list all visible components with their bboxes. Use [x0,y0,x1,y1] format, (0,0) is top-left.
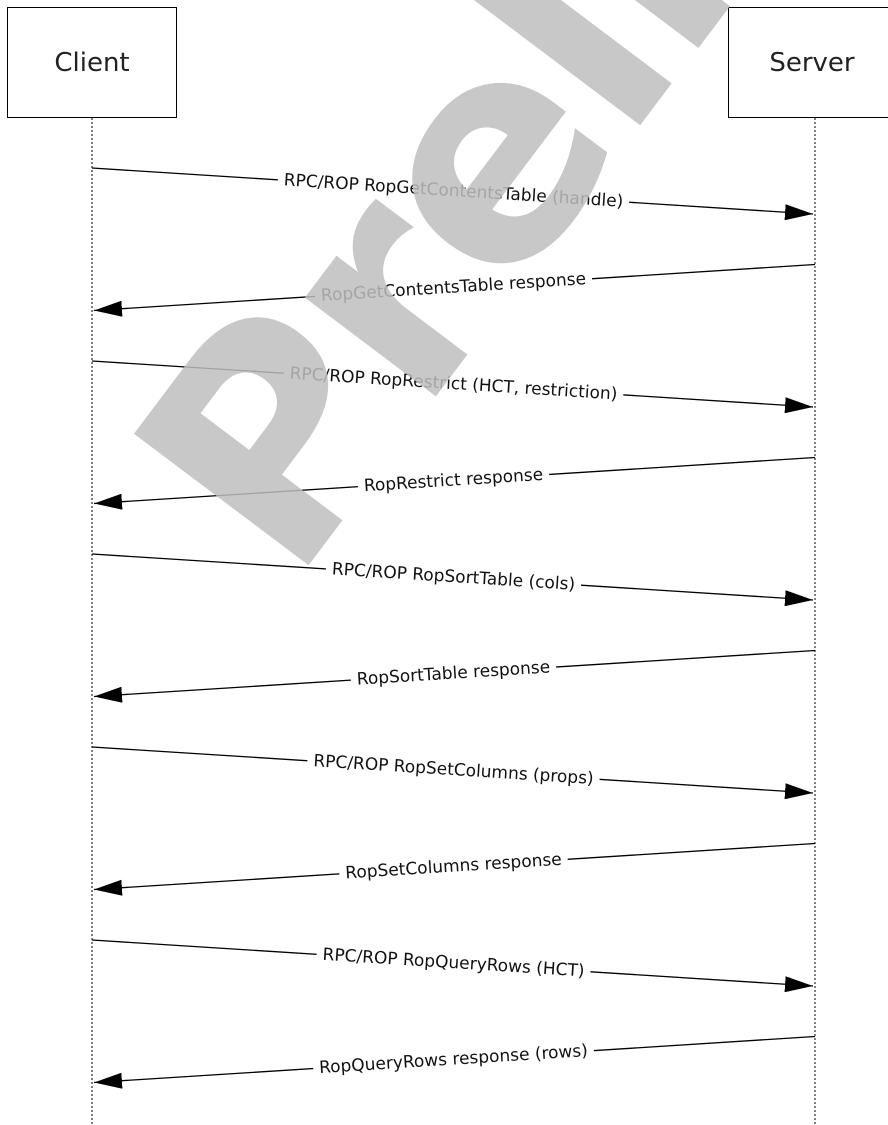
message-label-background-5 [325,556,582,598]
message-label-group-10: RopQueryRows response (rows) [312,1038,595,1081]
message-label-group-8: RopSetColumns response [338,847,569,886]
message-label-group-5: RPC/ROP RopSortTable (cols) [325,556,582,598]
message-label-group-4: RopRestrict response [357,462,550,499]
server-lifeline-box: Server [728,7,888,118]
message-label-3: RPC/ROP RopRestrict (HCT, restriction) [289,364,618,405]
client-label: Client [54,47,130,78]
message-label-background-1 [277,167,630,215]
message-label-10: RopQueryRows response (rows) [319,1041,589,1078]
message-label-background-8 [338,847,569,886]
server-label: Server [769,47,855,78]
message-label-5: RPC/ROP RopSortTable (cols) [331,559,575,594]
message-label-1: RPC/ROP RopGetContentsTable (handle) [283,170,624,212]
message-label-background-9 [315,942,592,984]
message-label-group-2: RopGetContentsTable response [314,266,593,309]
message-label-background-2 [314,266,593,309]
message-label-group-7: RPC/ROP RopSetColumns (props) [306,748,601,792]
message-label-group-9: RPC/ROP RopQueryRows (HCT) [315,942,592,984]
message-label-group-1: RPC/ROP RopGetContentsTable (handle) [277,167,630,215]
message-label-7: RPC/ROP RopSetColumns (props) [313,751,594,789]
message-label-9: RPC/ROP RopQueryRows (HCT) [322,945,585,982]
client-lifeline-box: Client [7,7,177,118]
message-label-background-6 [350,655,557,693]
message-label-background-7 [306,748,601,792]
message-label-background-10 [312,1038,595,1081]
message-label-background-4 [357,462,550,499]
message-label-group-6: RopSortTable response [350,655,557,693]
message-label-background-3 [282,361,625,407]
message-label-2: RopGetContentsTable response [320,269,586,306]
message-label-group-3: RPC/ROP RopRestrict (HCT, restriction) [282,361,625,407]
